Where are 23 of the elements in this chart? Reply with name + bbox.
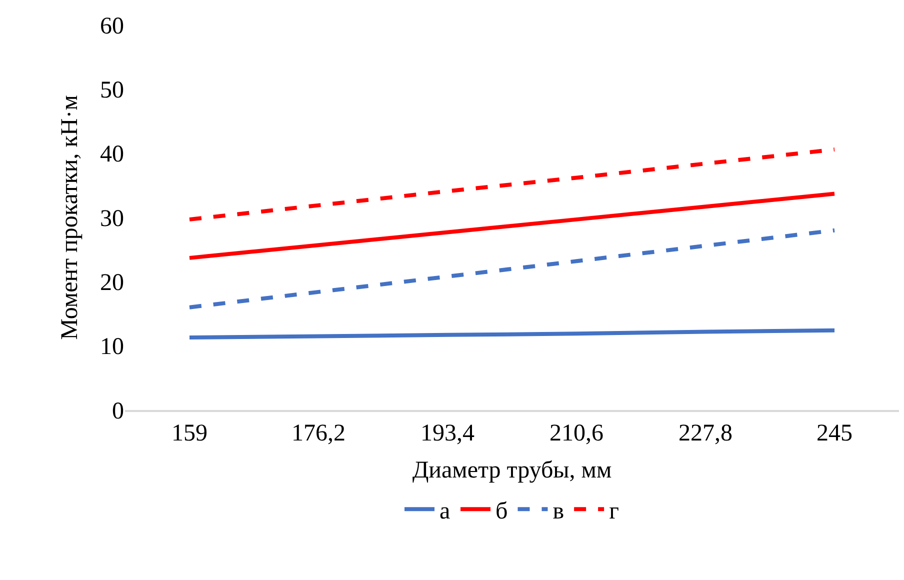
line-series	[188, 147, 836, 222]
line-series	[188, 192, 836, 260]
legend-label: б	[496, 498, 508, 524]
y-tick-label: 50	[100, 78, 124, 104]
y-tick-label: 20	[100, 270, 124, 296]
y-tick-label: 0	[112, 398, 124, 424]
y-tick-label: 10	[100, 334, 124, 360]
x-axis-title: Диаметр трубы, мм	[412, 457, 612, 484]
x-tick-label: 210,6	[550, 420, 604, 447]
y-tick-label: 30	[100, 206, 124, 232]
x-tick-label: 176,2	[292, 420, 346, 447]
y-tick-label: 60	[100, 13, 124, 40]
y-tick-label: 40	[100, 142, 124, 168]
x-tick-label: 193,4	[420, 420, 474, 447]
legend-label: г	[609, 498, 620, 524]
line-series	[188, 228, 836, 310]
legend-label: а	[440, 498, 450, 524]
legend-label: в	[552, 498, 564, 524]
x-tick-label: 159	[172, 420, 208, 447]
x-tick-label: 227,8	[678, 420, 732, 447]
y-axis-title: Момент прокатки, кН·м	[57, 95, 84, 340]
line-series	[188, 328, 836, 340]
x-tick-label: 245	[816, 420, 852, 447]
